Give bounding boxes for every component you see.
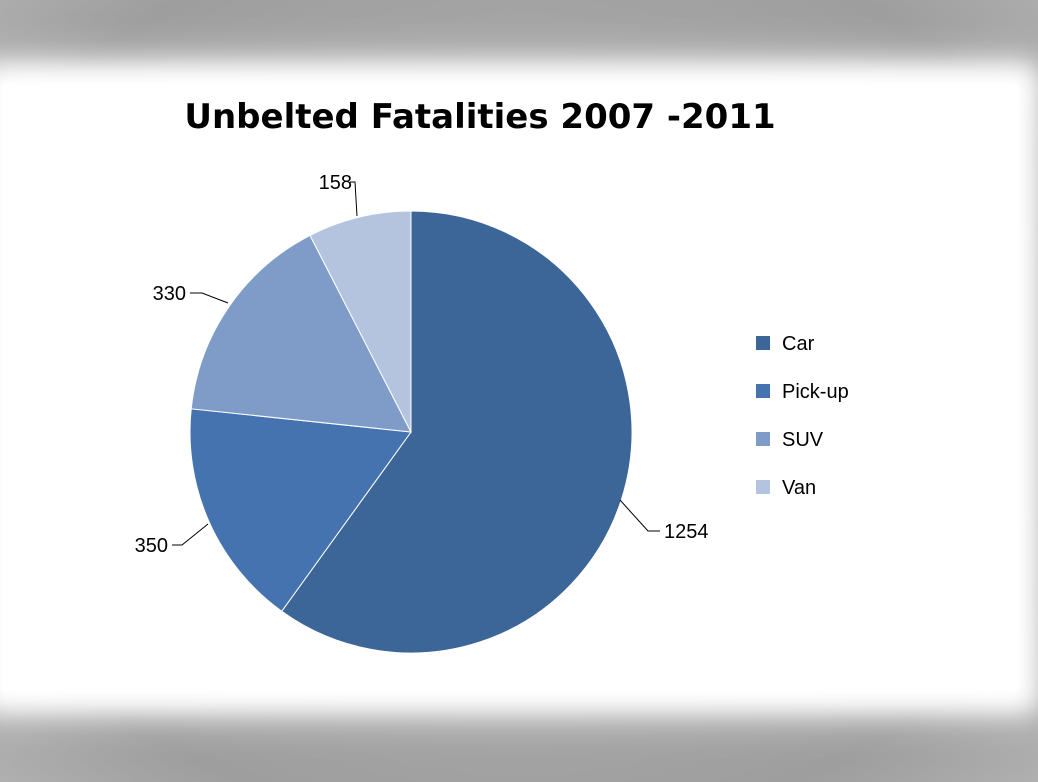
legend-label-suv: SUV (782, 429, 824, 451)
legend-label-car: Car (782, 333, 815, 355)
data-label-suv: 330 (153, 283, 186, 305)
pie-slices (189, 210, 633, 654)
legend-label-pick-up: Pick-up (782, 381, 849, 403)
leader-line-suv (190, 292, 229, 304)
data-label-car: 1254 (664, 521, 709, 543)
chart-title: Unbelted Fatalities 2007 -2011 (184, 97, 775, 137)
leader-line-van (350, 181, 358, 217)
data-labels: 1254 350 330 158 (135, 172, 709, 557)
data-label-pick-up: 350 (135, 535, 168, 557)
leader-line-pick-up (172, 523, 209, 546)
legend: Car Pick-up SUV Van (756, 333, 849, 499)
legend-swatch-car (756, 336, 770, 350)
leader-line-car (619, 499, 660, 532)
pie-slice-pick-up (189, 408, 412, 612)
leader-lines (172, 181, 660, 546)
pie-slice-car (281, 210, 633, 654)
legend-swatch-pick-up (756, 384, 770, 398)
legend-swatch-van (756, 480, 770, 494)
data-label-van: 158 (319, 172, 352, 194)
legend-swatch-suv (756, 432, 770, 446)
pie-slice-suv (190, 234, 412, 433)
pie-slice-van (309, 210, 412, 433)
legend-label-van: Van (782, 477, 816, 499)
